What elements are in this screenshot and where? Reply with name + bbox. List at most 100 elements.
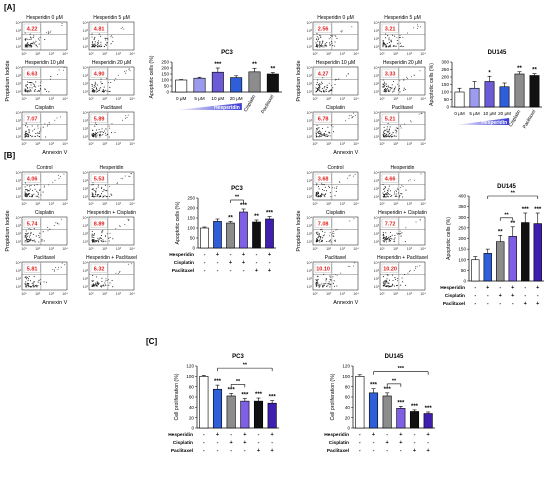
flow-dot: [98, 283, 100, 285]
flow-dot: [108, 125, 110, 127]
flow-1-3-xtick-1: 10²: [393, 97, 399, 101]
flow-dot: [404, 284, 407, 286]
flow-dot: [384, 283, 386, 286]
flow-dot: [317, 240, 319, 242]
chart-A-PC3-ytick-5: 250: [161, 60, 169, 65]
flow-dot: [35, 81, 37, 83]
flow-dot: [27, 89, 29, 91]
flow-3-2-xtick-1: 10²: [326, 247, 332, 251]
flow-0-4-xtick-3: 10⁴: [62, 142, 68, 146]
flow-dot: [316, 232, 318, 235]
flow-dot: [383, 194, 386, 196]
flow-dot: [385, 46, 387, 48]
flow-dot: [24, 134, 26, 136]
flow-1-0-ytick-3: 10⁴: [306, 21, 312, 25]
flow-2-2-value: 5.74: [27, 221, 39, 227]
flow-1-4-ytick-1: 10²: [307, 127, 313, 131]
flow-dot: [128, 68, 130, 70]
flow-dot: [117, 272, 119, 274]
flow-dot: [395, 189, 397, 191]
chart-B-DU145-sig-2: **: [498, 229, 503, 235]
flow-dot: [91, 280, 93, 282]
flow-dot: [39, 278, 41, 280]
flow-dot: [321, 88, 323, 90]
flow-dot: [323, 194, 325, 196]
flow-dot: [328, 91, 330, 93]
flow-dot: [325, 135, 327, 137]
chart-B-PC3-row-1-cell-3: +: [242, 260, 245, 266]
flow-dot: [384, 280, 386, 282]
flow-dot: [387, 196, 389, 198]
flow-dot: [42, 191, 44, 193]
flow-0-3-ytick-2: 10³: [83, 74, 89, 78]
flow-dot: [315, 42, 317, 44]
flow-0-1-xtick-2: 10³: [116, 52, 122, 56]
flow-dot: [29, 33, 31, 35]
flow-dot: [53, 225, 55, 227]
flow-dot: [318, 90, 320, 92]
chart-A-PC3-xcat-5: Paclitaxel: [260, 94, 275, 115]
flow-dot: [28, 131, 30, 133]
chart-C-PC3-row-0-cell-5: +: [271, 432, 274, 438]
flow-dot: [404, 123, 406, 125]
flow-dot: [26, 194, 28, 197]
chart-C-PC3-row-label-1: Cisplatin: [173, 440, 193, 446]
flow-3-2-ytick-0: 10¹: [307, 240, 313, 244]
flow-1-5-value: 5.21: [385, 116, 396, 122]
flow-dot: [387, 122, 389, 124]
flow-dot: [387, 90, 389, 92]
flow-3-5-xtick-3: 10⁴: [420, 292, 426, 296]
flow-dot: [385, 237, 387, 239]
flow-dot: [386, 278, 388, 280]
flow-dot: [44, 88, 46, 90]
flow-dot: [339, 181, 341, 183]
flow-dot: [104, 37, 106, 39]
chart-C-DU145-sig-4: ***: [411, 404, 419, 410]
chart-C-PC3-row-0-cell-4: -: [258, 432, 260, 438]
flow-dot: [28, 129, 30, 131]
flow-dot: [389, 89, 391, 91]
chart-B-PC3-row-1-cell-2: +: [229, 260, 232, 266]
flow-dot: [35, 195, 37, 197]
flow-0-0-ytick-0: 10¹: [16, 45, 22, 49]
flow-dot: [96, 91, 98, 93]
flow-dot: [97, 186, 99, 188]
flow-dot: [386, 128, 388, 130]
flow-dot: [119, 271, 120, 273]
flow-dot: [325, 280, 327, 282]
flow-0-4-xtick-0: 10¹: [21, 142, 27, 146]
flow-dot: [29, 129, 31, 131]
chart-C-PC3-row-0-cell-3: +: [243, 432, 246, 438]
flow-dot: [317, 186, 320, 188]
flow-dot: [25, 46, 27, 48]
chart-B-DU145-row-2-cell-5: +: [536, 301, 539, 307]
flow-dot: [55, 267, 57, 268]
flow-dot: [48, 33, 50, 34]
flow-dot: [38, 234, 40, 237]
chart-C-PC3-sig-3: ***: [241, 393, 249, 399]
flow-1-1-value: 3.21: [385, 26, 396, 32]
flow-1-0-xtick-2: 10³: [340, 52, 346, 56]
flow-dot: [398, 85, 400, 87]
flow-dot: [400, 193, 402, 195]
flow-dot: [316, 183, 318, 185]
flow-dot: [318, 234, 320, 236]
chart-A-DU145-xcat-3: 20 μM: [498, 111, 511, 116]
flow-dot: [26, 84, 28, 86]
flow-dot: [394, 237, 396, 239]
flow-dot: [334, 239, 336, 242]
chart-B-DU145-row-label-1: Cisplatin: [445, 293, 465, 299]
flow-dot: [31, 189, 34, 192]
flow-dot: [323, 190, 325, 192]
flow-dot: [34, 285, 36, 287]
flow-dot: [315, 45, 317, 48]
flow-dot: [24, 191, 26, 193]
flow-dot: [318, 84, 320, 86]
flow-dot: [93, 238, 95, 241]
chart-A-DU145-ytick-4: 200: [441, 75, 449, 80]
flow-dot: [64, 264, 66, 266]
flow-dot: [28, 275, 30, 277]
flow-2-4-ytick-0: 10¹: [16, 285, 22, 289]
flow-1-0-xtick-3: 10⁴: [353, 52, 359, 56]
flow-dot: [25, 236, 27, 238]
